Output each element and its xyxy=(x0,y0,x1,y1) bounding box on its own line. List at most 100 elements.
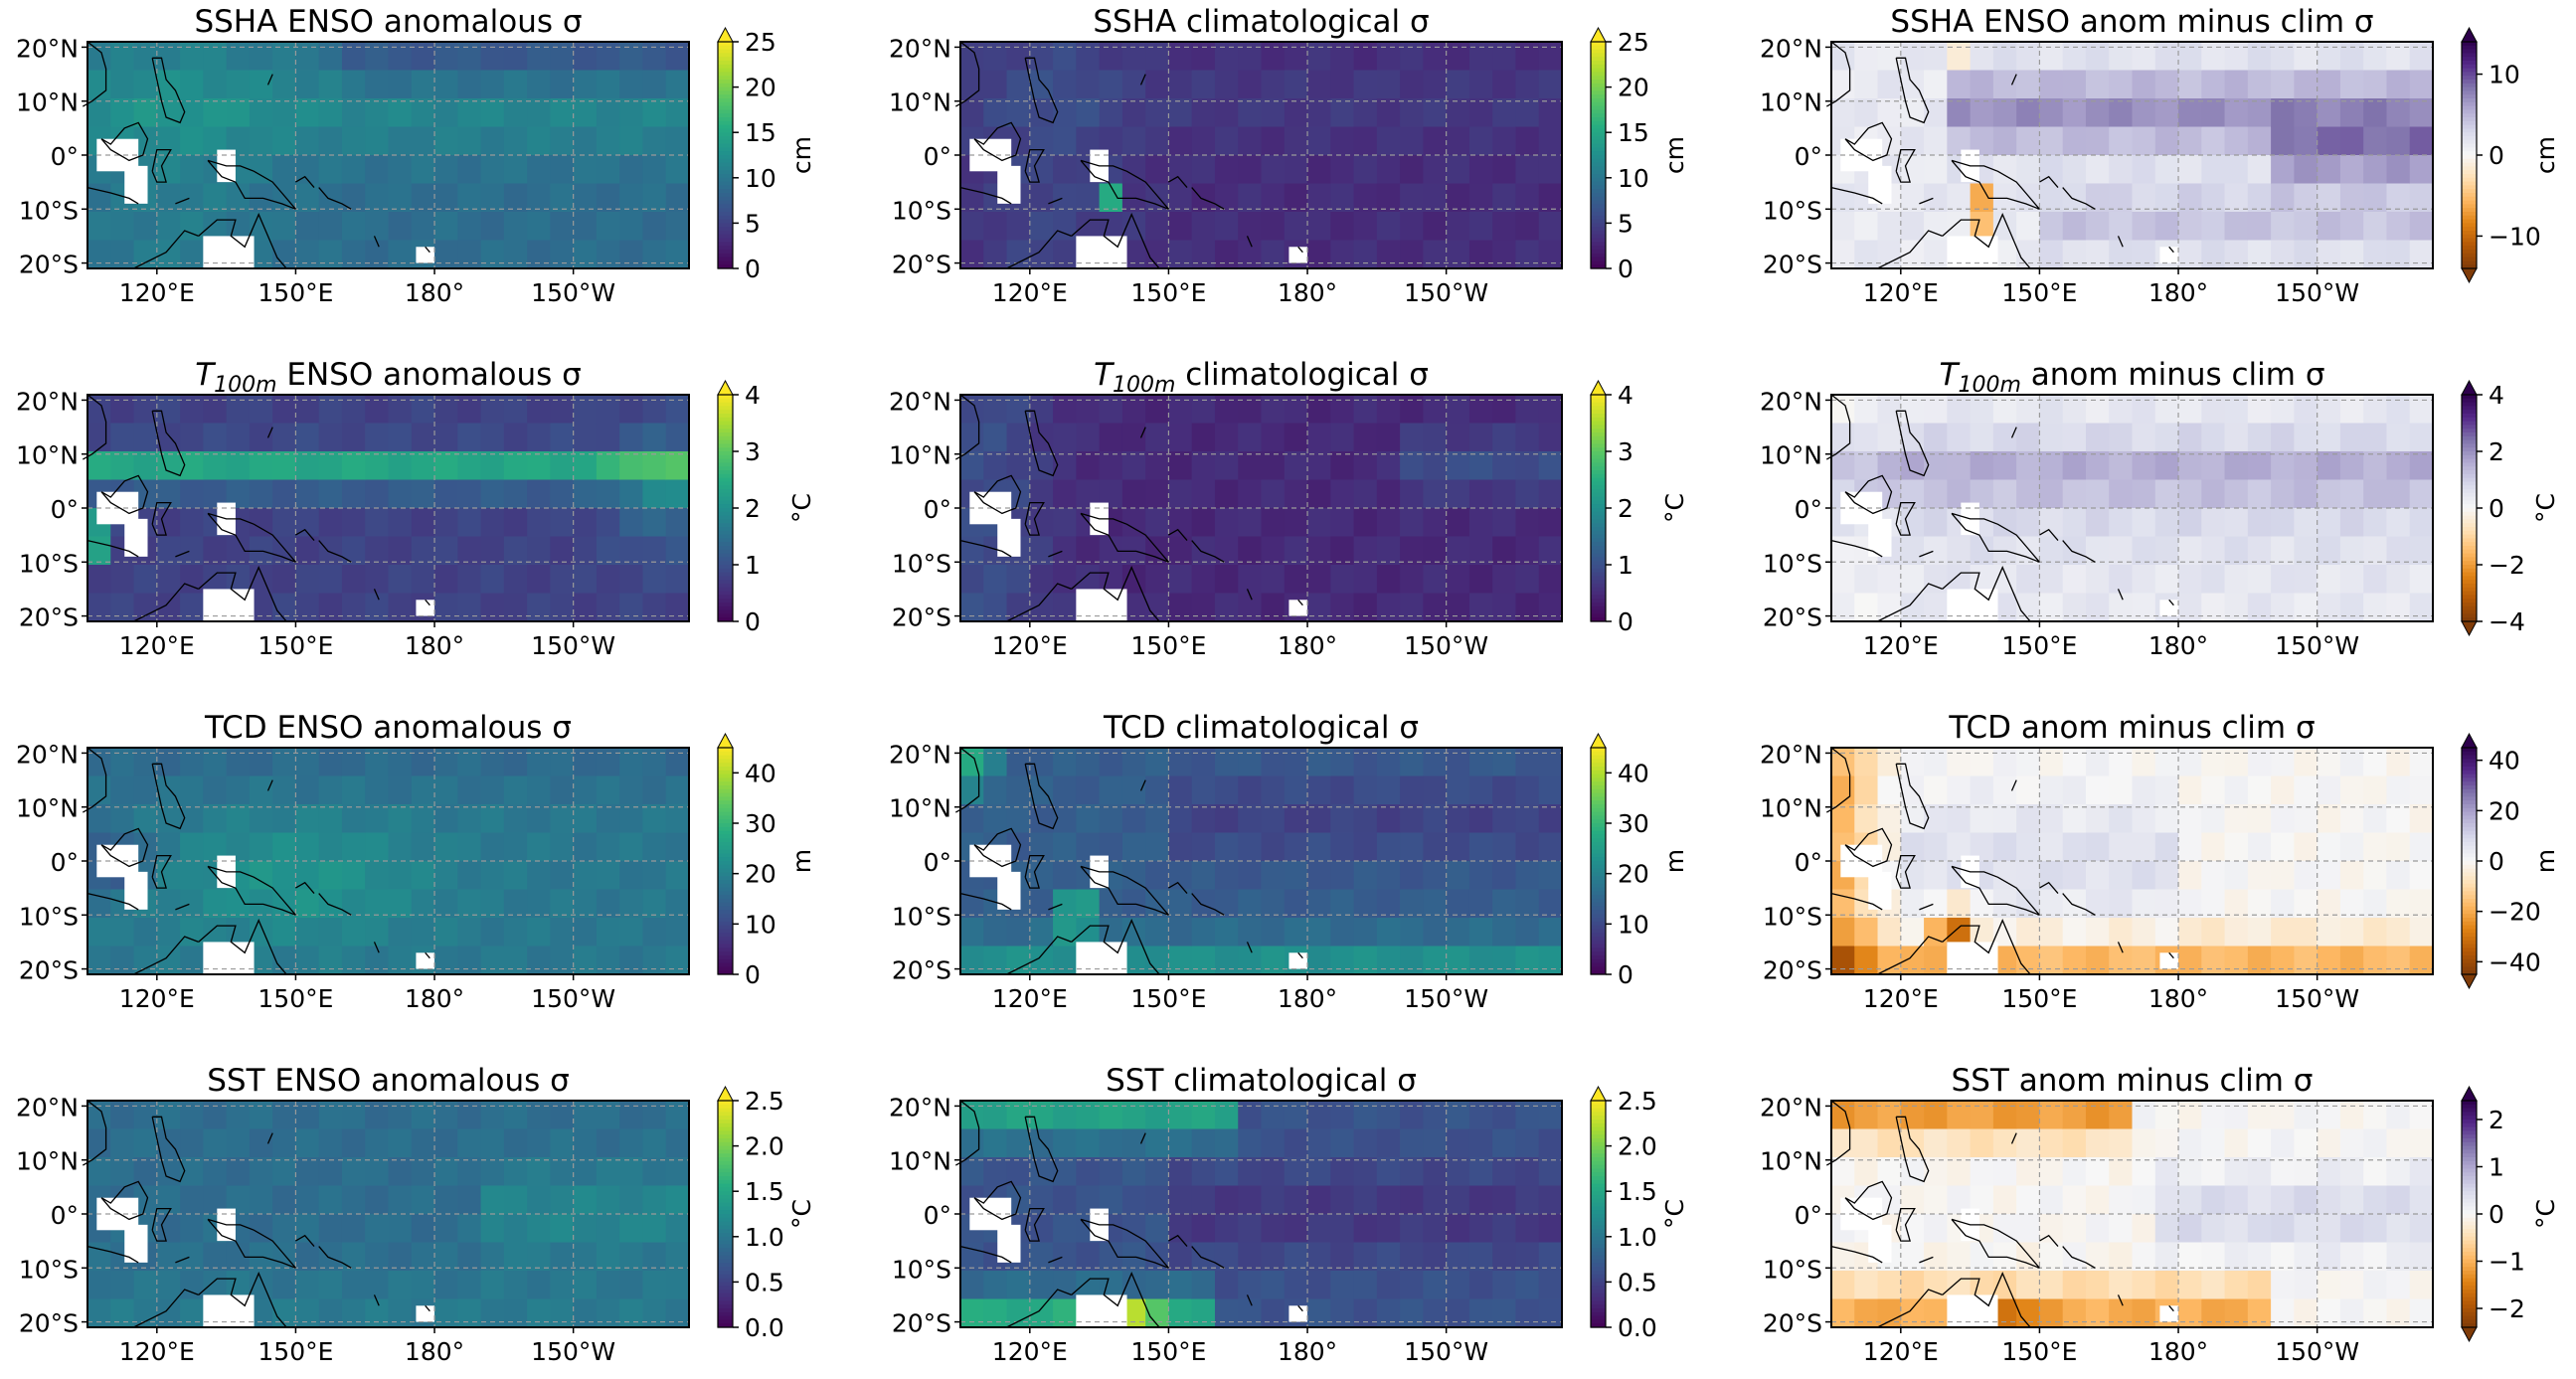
colorbar-segment xyxy=(718,1214,733,1219)
colorbar-segment xyxy=(2462,1259,2477,1264)
heatmap-cell xyxy=(133,1157,158,1187)
heatmap-cell xyxy=(1538,183,1563,213)
coastline xyxy=(2039,528,2059,542)
heatmap-cell xyxy=(2339,155,2364,185)
heatmap-cell xyxy=(2154,126,2179,156)
heatmap-cell xyxy=(550,776,575,805)
heatmap-cell xyxy=(87,1298,111,1328)
colorbar-segment xyxy=(1591,1108,1606,1113)
colorbar-tick-label: 4 xyxy=(1618,381,1633,410)
heatmap-cell xyxy=(1468,479,1493,509)
heatmap-cell xyxy=(2016,918,2041,948)
colorbar-segment xyxy=(718,1255,733,1261)
colorbar-segment xyxy=(2462,899,2477,904)
colorbar-segment xyxy=(2462,966,2477,971)
heatmap-cell xyxy=(2224,240,2249,269)
heatmap-cell xyxy=(2085,212,2110,242)
heatmap-cells xyxy=(1831,1101,2434,1328)
colorbar-tick-label: 1 xyxy=(1618,551,1633,580)
colorbar-segment xyxy=(718,242,733,247)
colorbar-tick-label: 10 xyxy=(1618,164,1649,193)
heatmap-cell xyxy=(2247,183,2272,213)
lat-tick-label: 10°S xyxy=(1763,902,1822,931)
heatmap-cell xyxy=(1076,98,1101,128)
colorbar-segment xyxy=(2462,1229,2477,1234)
lon-tick-label: 120°E xyxy=(1863,631,1939,660)
colorbar-segment xyxy=(2462,1267,2477,1272)
heatmap-cell xyxy=(156,1101,181,1130)
heatmap-cell xyxy=(388,1128,413,1158)
lat-tick-label: 20°S xyxy=(892,603,951,632)
lon-tick-label: 120°E xyxy=(992,1337,1068,1366)
colorbar-segment xyxy=(1591,238,1606,243)
heatmap-cell xyxy=(457,451,482,481)
lon-tick-label: 180° xyxy=(405,278,464,307)
heatmap-cell xyxy=(1423,1101,1448,1130)
heatmap-cell xyxy=(2178,423,2202,452)
colorbar-segment xyxy=(2462,944,2477,948)
heatmap-cell xyxy=(365,946,390,975)
heatmap-cell xyxy=(960,889,984,919)
heatmap-cell xyxy=(1924,155,1948,185)
heatmap-cell xyxy=(550,423,575,452)
colorbar-segment xyxy=(718,128,733,133)
heatmap-cell xyxy=(2039,70,2064,99)
heatmap-cell xyxy=(1168,240,1193,269)
heatmap-cell xyxy=(2109,946,2134,975)
colorbar-segment xyxy=(1591,538,1606,543)
heatmap-cell xyxy=(1053,451,1077,481)
heatmap-cell xyxy=(573,98,598,128)
heatmap-cell xyxy=(457,155,482,185)
coastline xyxy=(973,827,1022,868)
heatmap-cell xyxy=(2201,536,2226,566)
colorbar-tick-label: 5 xyxy=(1618,209,1633,238)
colorbar-segment xyxy=(718,80,733,85)
colorbar-segment xyxy=(718,1138,733,1143)
heatmap-cell xyxy=(2294,423,2318,452)
heatmap-cell xyxy=(1515,508,1540,538)
colorbar-segment xyxy=(1591,204,1606,209)
colorbar-segment xyxy=(1591,883,1606,889)
heatmap-cell xyxy=(642,423,667,452)
colorbar-segment xyxy=(1591,1206,1606,1211)
land-mask xyxy=(1076,942,1127,974)
heatmap-cell xyxy=(388,212,413,242)
heatmap-cell xyxy=(2201,451,2226,481)
heatmap-cell xyxy=(2339,536,2364,566)
colorbar-segment xyxy=(2462,264,2477,269)
heatmap-cell xyxy=(1831,42,1855,72)
heatmap-cell xyxy=(2224,451,2249,481)
heatmap-cell xyxy=(1145,832,1170,862)
heatmap-cell xyxy=(180,98,204,128)
heatmap-cell xyxy=(1900,42,1925,72)
colorbar-segment xyxy=(1591,174,1606,179)
heatmap-cell xyxy=(503,861,528,891)
colorbar-tick-label: 2.0 xyxy=(1618,1132,1657,1161)
heatmap-cell xyxy=(1877,1157,1902,1187)
heatmap-cell xyxy=(2039,1185,2064,1215)
heatmap-cell xyxy=(1006,1101,1031,1130)
heatmap-cell xyxy=(1284,423,1308,452)
heatmap-cell xyxy=(133,918,158,948)
heatmap-cell xyxy=(642,479,667,509)
heatmap-cell xyxy=(457,889,482,919)
heatmap-cell xyxy=(1029,212,1054,242)
heatmap-cell xyxy=(180,918,204,948)
heatmap-cell xyxy=(1538,1128,1563,1158)
heatmap-cell xyxy=(2062,451,2087,481)
heatmap-cell xyxy=(1492,1242,1517,1272)
heatmap-cell xyxy=(1006,565,1031,595)
coastline xyxy=(295,881,315,895)
heatmap-cell xyxy=(1145,212,1170,242)
heatmap-cell xyxy=(550,536,575,566)
colorbar-segment xyxy=(1591,1315,1606,1320)
heatmap-cell xyxy=(2085,70,2110,99)
heatmap-cell xyxy=(550,98,575,128)
colorbar-segment xyxy=(1591,443,1606,448)
heatmap-cell xyxy=(133,240,158,269)
heatmap-cell xyxy=(1538,565,1563,595)
colorbar-tick-label: 0 xyxy=(2489,141,2504,170)
heatmap-cell xyxy=(1261,1157,1286,1187)
panel-8: TCD climatological σ20°N10°N0°10°S20°S12… xyxy=(889,710,1689,1013)
heatmap-cell xyxy=(1877,748,1902,777)
